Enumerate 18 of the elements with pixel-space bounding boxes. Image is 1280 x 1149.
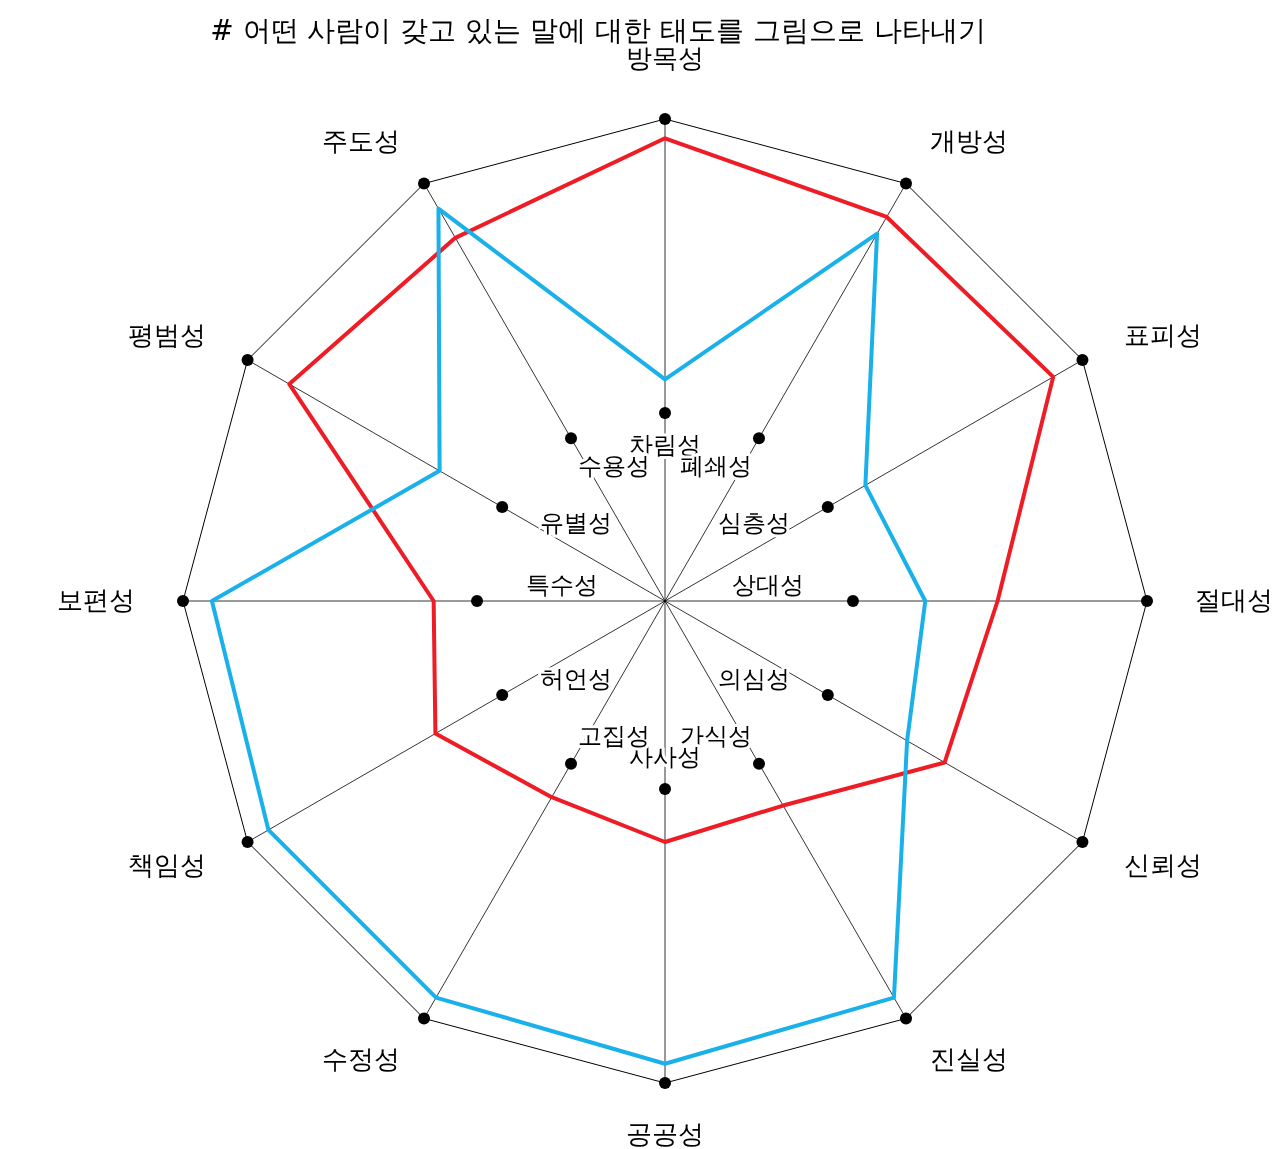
spoke-label: 책임성 (127, 850, 206, 881)
spoke-label: 주도성 (321, 125, 400, 156)
text: 의심성 (718, 664, 791, 693)
spoke-label: 공공성 (626, 1119, 704, 1149)
spoke-label: 표피성 (1124, 319, 1203, 350)
chart-title: # 어떤 사람이 갖고 있는 말에 대한 태도를 그림으로 나타내기 (210, 14, 986, 47)
text: 상대성 (731, 571, 804, 599)
spoke-label: 신뢰성 (1124, 850, 1203, 881)
spoke-label: 평범성 (127, 319, 206, 350)
text: 유별성 (539, 509, 612, 538)
spoke-label: 개방성 (930, 125, 1009, 156)
text: 허언성 (539, 664, 612, 693)
spoke-label: 진실성 (930, 1044, 1009, 1075)
text: 특수성 (526, 571, 599, 599)
spoke-label: 보편성 (56, 585, 135, 615)
text: 심층성 (718, 509, 791, 538)
spoke-label: 절대성 (1195, 585, 1274, 615)
spoke-label: 수정성 (321, 1044, 400, 1075)
